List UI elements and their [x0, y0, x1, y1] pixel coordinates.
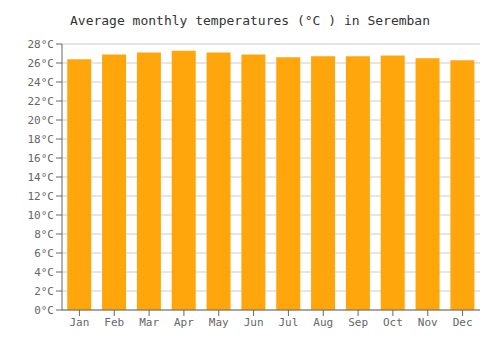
svg-text:22°C: 22°C: [28, 95, 55, 108]
svg-text:6°C: 6°C: [34, 247, 54, 260]
svg-text:10°C: 10°C: [28, 209, 55, 222]
svg-text:12°C: 12°C: [28, 190, 55, 203]
svg-text:May: May: [209, 316, 229, 329]
svg-text:Feb: Feb: [104, 316, 124, 329]
svg-text:14°C: 14°C: [28, 171, 55, 184]
svg-text:Jan: Jan: [69, 316, 89, 329]
svg-text:Jul: Jul: [278, 316, 298, 329]
svg-text:Aug: Aug: [313, 316, 333, 329]
svg-text:Sep: Sep: [348, 316, 368, 329]
svg-text:4°C: 4°C: [34, 266, 54, 279]
svg-text:2°C: 2°C: [34, 285, 54, 298]
svg-text:8°C: 8°C: [34, 228, 54, 241]
svg-text:16°C: 16°C: [28, 152, 55, 165]
svg-text:20°C: 20°C: [28, 114, 55, 127]
svg-text:24°C: 24°C: [28, 76, 55, 89]
svg-text:Apr: Apr: [174, 316, 194, 329]
svg-text:0°C: 0°C: [34, 304, 54, 317]
svg-text:18°C: 18°C: [28, 133, 55, 146]
svg-text:28°C: 28°C: [28, 38, 55, 51]
svg-text:Mar: Mar: [139, 316, 159, 329]
svg-text:Nov: Nov: [418, 316, 438, 329]
html-text:Average monthly temperatures (: Average monthly temperatures (°C ) in Se…: [70, 13, 430, 28]
svg-text:26°C: 26°C: [28, 57, 55, 70]
svg-text:Oct: Oct: [383, 316, 403, 329]
svg-text:Dec: Dec: [453, 316, 473, 329]
svg-text:Jun: Jun: [244, 316, 264, 329]
